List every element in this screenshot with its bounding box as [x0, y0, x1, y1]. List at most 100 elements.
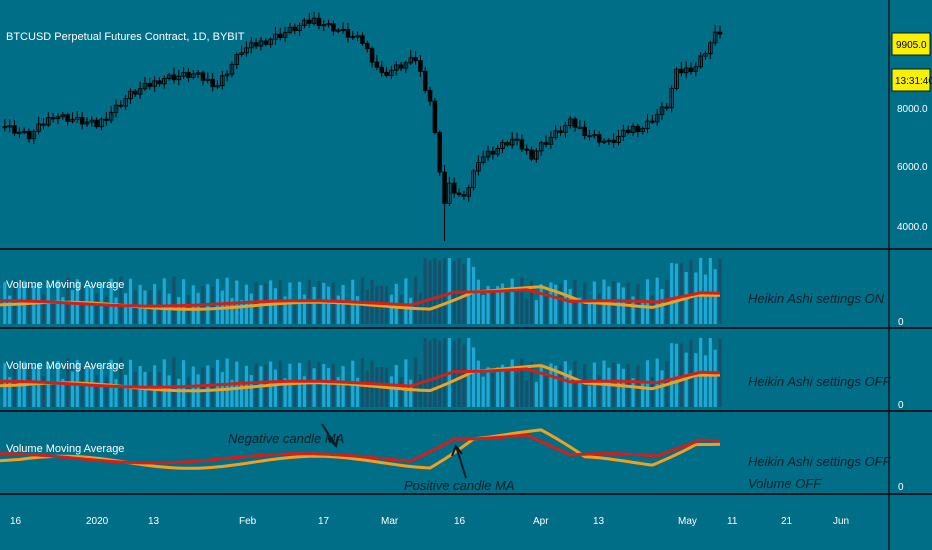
volume-bar: [699, 258, 703, 324]
candle-body: [355, 35, 360, 38]
candle-body: [669, 88, 674, 109]
volume-bar: [249, 293, 253, 324]
volume-bar: [573, 360, 577, 407]
volume-bar: [529, 362, 534, 407]
candle-body: [664, 106, 670, 109]
volume-bar: [346, 382, 350, 407]
pane-3-note: Heikin Ashi settings OFF: [748, 454, 892, 469]
x-tick-label: 16: [10, 516, 22, 527]
volume-bar: [8, 295, 12, 324]
volume-bar: [95, 375, 99, 407]
volume-bar: [438, 340, 442, 407]
candle-body: [26, 130, 32, 140]
candle-body: [630, 125, 636, 133]
volume-bar: [607, 367, 611, 407]
candle-body: [505, 142, 510, 146]
candle-body: [331, 23, 336, 32]
candle-body: [688, 67, 694, 73]
candle-body: [683, 67, 689, 74]
volume-bar: [534, 381, 538, 407]
volume-bar: [694, 353, 698, 407]
volume-bar: [413, 276, 418, 324]
volume-bar: [674, 343, 679, 407]
volume-bar: [423, 258, 427, 324]
candle-body: [640, 128, 645, 133]
x-tick-label: Feb: [239, 516, 257, 527]
volume-bar: [244, 284, 249, 324]
candle-body: [480, 156, 486, 163]
candle-body: [239, 52, 244, 55]
candle-body: [611, 139, 616, 143]
candle-body: [263, 40, 269, 45]
candle-body: [287, 26, 293, 33]
price-tick-6000: 6000.0: [897, 162, 928, 173]
candle-body: [601, 140, 607, 143]
volume-bar: [312, 368, 316, 407]
candle-body: [186, 72, 191, 78]
volume-bar: [636, 284, 640, 324]
volume-bar: [119, 357, 123, 407]
volume-bar: [346, 300, 350, 324]
volume-bar: [128, 359, 133, 407]
volume-bar: [679, 263, 683, 324]
volume-bar: [95, 293, 99, 324]
candle-body: [703, 53, 708, 57]
candle-body: [41, 123, 46, 126]
volume-bar: [336, 377, 340, 407]
candle-body: [133, 90, 138, 95]
candle-body: [389, 69, 394, 76]
volume-bar: [172, 276, 176, 324]
candle-body: [384, 71, 389, 76]
volume-bar: [37, 363, 41, 407]
volume-bar: [355, 296, 360, 324]
candle-body: [519, 139, 525, 150]
candle-body: [534, 150, 539, 160]
pane-2-zero-label: 0: [898, 400, 904, 411]
candle-body: [543, 142, 549, 145]
candle-body: [621, 129, 626, 137]
volume-bar: [153, 284, 157, 324]
candle-body: [708, 42, 713, 55]
volume-bar: [670, 262, 674, 324]
volume-bar: [670, 343, 674, 407]
volume-bar: [182, 360, 186, 407]
candle-body: [524, 148, 529, 151]
candle-body: [326, 23, 331, 26]
candle-body: [171, 74, 177, 81]
candle-body: [635, 125, 641, 133]
volume-bar: [520, 358, 524, 407]
volume-bar: [674, 263, 679, 324]
volume-bar: [404, 359, 408, 407]
volume-bar: [486, 367, 490, 407]
price-tick-4000: 4000.0: [897, 222, 928, 233]
candle-body: [596, 134, 602, 143]
volume-bar: [718, 258, 722, 324]
candle-body: [113, 104, 119, 114]
volume-bar: [587, 303, 592, 324]
candle-body: [316, 17, 322, 27]
volume-bar: [293, 304, 297, 324]
candle-body: [567, 118, 573, 127]
time-badge: [891, 68, 931, 92]
volume-bar: [520, 277, 524, 324]
volume-bar: [162, 278, 166, 324]
candle-body: [46, 117, 51, 126]
volume-bar: [433, 338, 437, 407]
candle-body: [36, 123, 41, 132]
candle-body: [485, 150, 491, 158]
volume-bar: [360, 277, 365, 324]
candle-body: [297, 24, 302, 31]
volume-bar: [61, 297, 65, 324]
candle-body: [31, 130, 37, 140]
candle-body: [538, 142, 544, 152]
volume-bar: [124, 293, 128, 324]
candle-body: [108, 112, 114, 121]
volume-bar: [505, 286, 509, 324]
volume-bar: [341, 284, 345, 324]
volume-bar: [568, 370, 572, 407]
volume-bar: [119, 276, 123, 324]
candle-body: [94, 119, 99, 128]
pane-2-note: Heikin Ashi settings OFF: [748, 374, 892, 389]
x-tick-label: May: [678, 516, 697, 527]
x-tick-label: 2020: [86, 516, 109, 527]
